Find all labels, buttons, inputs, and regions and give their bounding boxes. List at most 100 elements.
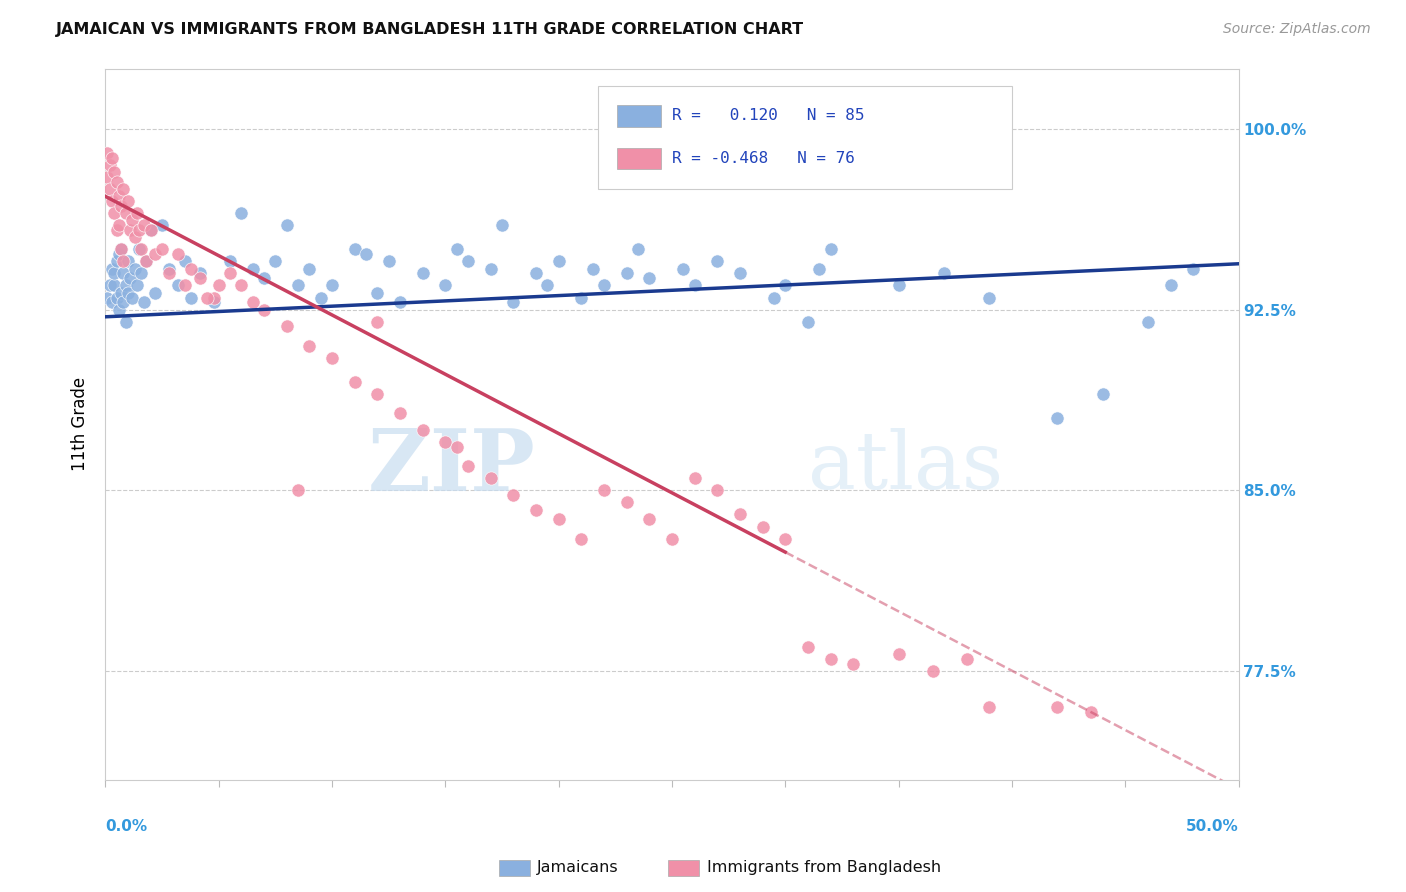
Point [231, 278, 253, 293]
Point [114, 315, 136, 329]
Point [121, 291, 143, 305]
Point [536, 278, 558, 293]
Point [131, 242, 153, 256]
Point [1182, 261, 1205, 276]
Point [124, 261, 146, 276]
Point [120, 271, 142, 285]
Point [616, 495, 638, 509]
Point [1046, 411, 1069, 425]
Point [672, 261, 695, 276]
Point [143, 285, 166, 300]
Point [105, 254, 128, 268]
Point [121, 213, 143, 227]
Point [457, 254, 479, 268]
Point [728, 508, 751, 522]
Point [103, 278, 125, 293]
Point [108, 189, 131, 203]
Point [820, 652, 842, 666]
Point [434, 435, 457, 450]
Point [207, 278, 229, 293]
Point [112, 182, 135, 196]
Point [108, 247, 131, 261]
Point [117, 254, 139, 268]
Point [343, 375, 366, 389]
Point [683, 278, 706, 293]
Point [773, 532, 796, 546]
Point [661, 532, 683, 546]
Point [581, 261, 603, 276]
Point [1091, 387, 1114, 401]
Point [287, 278, 309, 293]
Point [309, 291, 332, 305]
Point [173, 278, 195, 293]
Text: JAMAICAN VS IMMIGRANTS FROM BANGLADESH 11TH GRADE CORRELATION CHART: JAMAICAN VS IMMIGRANTS FROM BANGLADESH 1… [56, 22, 804, 37]
Point [457, 459, 479, 474]
Point [569, 291, 592, 305]
Point [921, 664, 943, 678]
Point [820, 242, 842, 256]
Point [797, 315, 820, 329]
Point [108, 218, 131, 232]
Point [569, 532, 592, 546]
Point [842, 657, 865, 671]
Point [143, 247, 166, 261]
Point [592, 278, 614, 293]
Point [195, 291, 218, 305]
Point [616, 267, 638, 281]
Point [166, 247, 188, 261]
FancyBboxPatch shape [617, 148, 661, 169]
Point [110, 242, 132, 256]
Point [110, 199, 132, 213]
Point [388, 295, 411, 310]
Point [96, 145, 118, 160]
Point [276, 319, 298, 334]
Point [101, 194, 124, 208]
Point [150, 242, 173, 256]
Point [103, 267, 125, 281]
Point [108, 302, 131, 317]
Point [797, 640, 820, 654]
Point [132, 295, 155, 310]
Point [242, 261, 264, 276]
Point [173, 254, 195, 268]
Point [101, 151, 124, 165]
Point [298, 339, 321, 353]
Point [98, 278, 121, 293]
Point [773, 278, 796, 293]
Point [218, 267, 240, 281]
Point [110, 242, 132, 256]
Point [366, 285, 388, 300]
Point [253, 271, 276, 285]
Point [354, 247, 377, 261]
Point [101, 295, 124, 310]
Point [105, 175, 128, 189]
Point [139, 223, 162, 237]
Point [117, 285, 139, 300]
Point [479, 471, 502, 485]
Point [321, 351, 343, 365]
Point [139, 223, 162, 237]
Point [502, 488, 524, 502]
Point [751, 519, 773, 533]
Point [202, 295, 225, 310]
Point [547, 512, 569, 526]
Text: R = -0.468   N = 76: R = -0.468 N = 76 [672, 151, 855, 166]
Point [627, 242, 650, 256]
Point [343, 242, 366, 256]
Point [135, 254, 157, 268]
Point [103, 206, 125, 220]
Point [366, 315, 388, 329]
Point [103, 165, 125, 179]
Point [377, 254, 399, 268]
Point [412, 267, 434, 281]
Point [150, 218, 173, 232]
Text: 0.0%: 0.0% [105, 819, 148, 834]
Point [1136, 315, 1159, 329]
Point [728, 267, 751, 281]
Point [955, 652, 977, 666]
Text: ZIP: ZIP [368, 425, 536, 508]
Point [157, 261, 180, 276]
Point [1080, 705, 1102, 719]
Point [547, 254, 569, 268]
Point [524, 267, 547, 281]
